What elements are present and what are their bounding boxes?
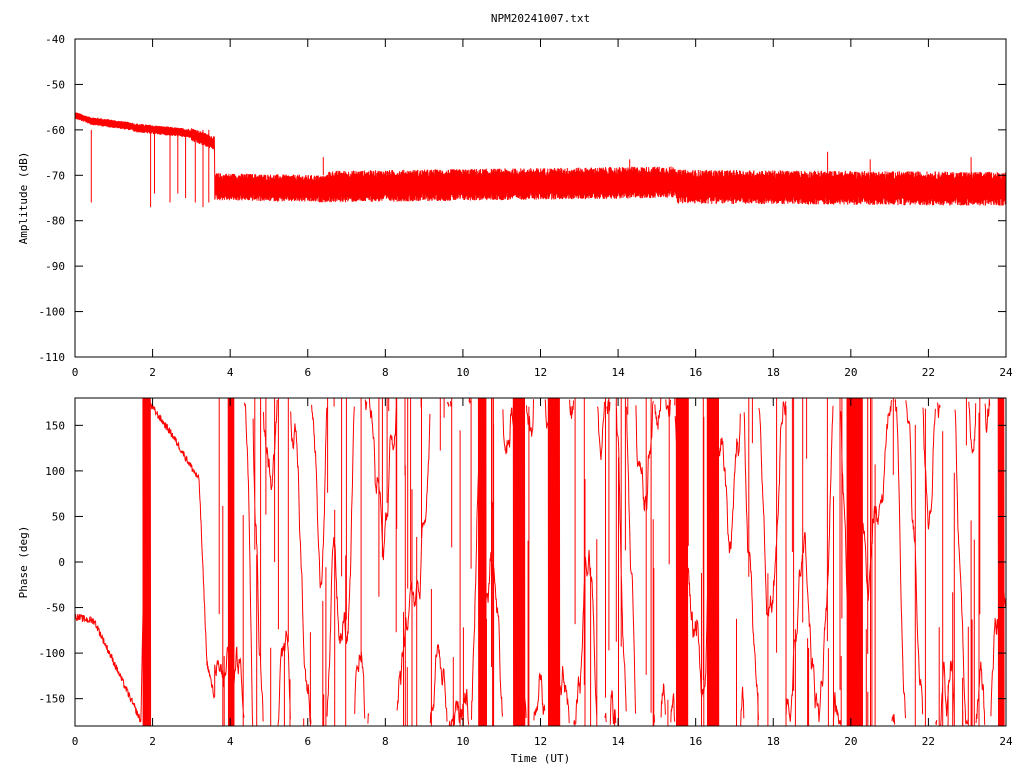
x-tick-label: 0: [72, 366, 79, 379]
y-tick-label: -90: [45, 260, 65, 273]
x-tick-label: 16: [689, 735, 702, 748]
x-tick-label: 4: [227, 735, 234, 748]
y-tick-label: -110: [39, 351, 66, 364]
data-series-line: [75, 112, 1006, 208]
y-tick-label: -150: [39, 693, 66, 706]
x-tick-label: 2: [149, 366, 156, 379]
x-tick-label: 14: [611, 735, 625, 748]
y-tick-label: 150: [45, 419, 65, 432]
x-tick-label: 4: [227, 366, 234, 379]
x-tick-label: 20: [844, 735, 857, 748]
y-tick-label: 100: [45, 465, 65, 478]
x-tick-label: 12: [534, 366, 547, 379]
y-tick-label: -40: [45, 33, 65, 46]
phase-panel: Phase (deg)Time (UT)0 2 4 6 8 10 12 14 16 18 20 22 2…: [17, 397, 1013, 765]
x-tick-label: 10: [456, 735, 469, 748]
data-series-line: [75, 398, 1006, 726]
y-tick-label: -50: [45, 78, 65, 91]
x-tick-label: 12: [534, 735, 547, 748]
x-tick-label: 20: [844, 366, 857, 379]
y-tick-label: -50: [45, 602, 65, 615]
x-tick-label: 18: [767, 366, 780, 379]
y-tick-label: 50: [52, 510, 65, 523]
x-tick-label: 6: [304, 366, 311, 379]
x-tick-label: 24: [999, 366, 1013, 379]
x-tick-label: 6: [304, 735, 311, 748]
y-tick-label: -60: [45, 124, 65, 137]
x-tick-label: 2: [149, 735, 156, 748]
y-axis-label: Amplitude (dB): [17, 152, 30, 245]
y-tick-label: -80: [45, 215, 65, 228]
x-tick-label: 10: [456, 366, 469, 379]
y-tick-label: 0: [58, 556, 65, 569]
x-tick-label: 16: [689, 366, 702, 379]
y-tick-label: -100: [39, 306, 66, 319]
x-tick-label: 22: [922, 366, 935, 379]
x-tick-label: 0: [72, 735, 79, 748]
chart-title: NPM20241007.txt: [491, 12, 590, 25]
x-tick-label: 8: [382, 366, 389, 379]
x-tick-label: 18: [767, 735, 780, 748]
y-tick-label: -100: [39, 647, 66, 660]
x-axis-label: Time (UT): [511, 752, 571, 765]
x-tick-label: 8: [382, 735, 389, 748]
y-tick-label: -70: [45, 169, 65, 182]
y-axis-label: Phase (deg): [17, 526, 30, 599]
x-tick-label: 24: [999, 735, 1013, 748]
x-tick-label: 22: [922, 735, 935, 748]
x-tick-label: 14: [611, 366, 625, 379]
